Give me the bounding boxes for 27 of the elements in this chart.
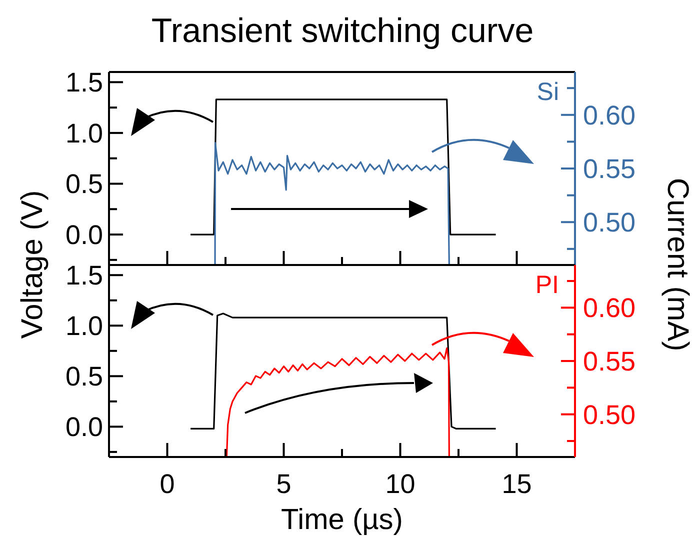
text: PI xyxy=(535,271,559,299)
y-tick-label: 1.0 xyxy=(65,311,103,342)
y-tick-label: 0.0 xyxy=(65,220,103,250)
line-series xyxy=(190,312,497,430)
y2-axis-title: Current (mA) xyxy=(661,178,694,352)
x-tick-label: 15 xyxy=(502,469,532,499)
text: Si xyxy=(536,78,559,106)
x-tick-label: 5 xyxy=(276,469,292,499)
line-series xyxy=(214,142,450,265)
y-tick-label: 1.0 xyxy=(65,118,103,148)
y2-tick-label: 0.60 xyxy=(583,100,636,130)
y-tick-label: 0.5 xyxy=(65,169,103,200)
y2-tick-label: 0.55 xyxy=(583,154,636,184)
y-tick-label: 0.5 xyxy=(65,362,103,392)
y2-tick-label: 0.50 xyxy=(583,208,636,238)
y-tick-label: 0.0 xyxy=(65,412,103,442)
x-tick-label: 0 xyxy=(160,469,175,499)
y-axis-title: Voltage (V) xyxy=(16,190,49,339)
x-axis-title: Time (µs) xyxy=(281,504,403,536)
y-tick-label: 1.5 xyxy=(65,68,103,98)
y2-tick-label: 0.55 xyxy=(583,346,636,376)
chart-title: Transient switching curve xyxy=(151,12,534,50)
y-tick-label: 1.5 xyxy=(65,260,103,291)
x-tick-label: 10 xyxy=(385,469,416,499)
y2-tick-label: 0.50 xyxy=(583,400,636,430)
line-series xyxy=(226,347,450,457)
y2-tick-label: 0.60 xyxy=(583,293,636,324)
